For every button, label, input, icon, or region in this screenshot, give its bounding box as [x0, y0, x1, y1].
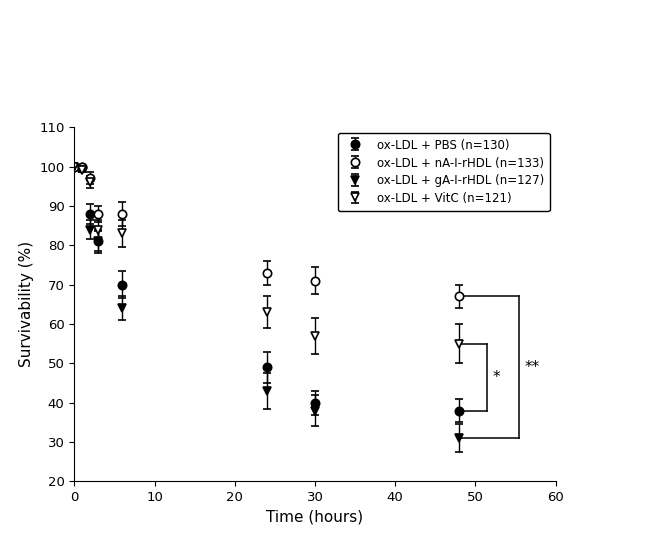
Y-axis label: Survivability (%): Survivability (%) [19, 241, 34, 367]
X-axis label: Time (hours): Time (hours) [266, 510, 364, 525]
Text: *: * [492, 370, 500, 385]
Text: oxLDL injection caused more rapid death with slower: oxLDL injection caused more rapid death … [22, 35, 520, 54]
Text: **: ** [525, 360, 539, 375]
Text: development: development [22, 79, 146, 98]
Legend: ox-LDL + PBS (n=130), ox-LDL + nA-I-rHDL (n=133), ox-LDL + gA-I-rHDL (n=127), ox: ox-LDL + PBS (n=130), ox-LDL + nA-I-rHDL… [338, 133, 550, 211]
